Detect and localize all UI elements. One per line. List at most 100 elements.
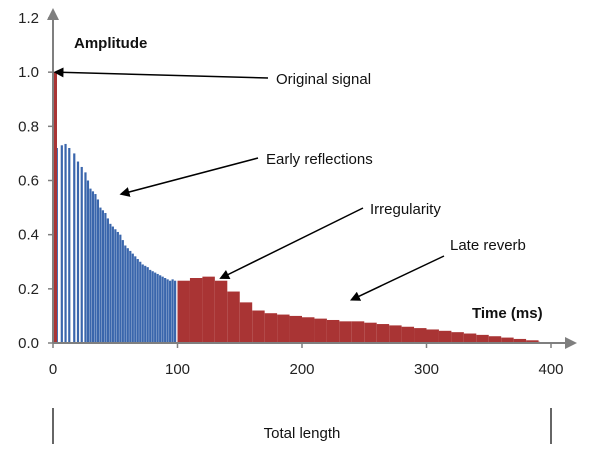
early-reflection-bar	[171, 279, 174, 343]
annotation-original-signal: Original signal	[53, 67, 371, 88]
annotation-late-reverb: Late reverb	[349, 237, 526, 301]
y-tick-label: 1.2	[18, 10, 39, 27]
early-reflection-bar	[156, 273, 159, 343]
early-reflection-bar	[101, 210, 104, 343]
early-reflection-bar	[84, 172, 87, 343]
y-tick-label: 0.6	[18, 173, 39, 190]
late-reverb-bar	[526, 340, 539, 343]
early-reflection-bar	[60, 145, 63, 343]
x-tick-label: 100	[165, 361, 190, 378]
early-reflection-bar	[80, 166, 83, 343]
late-reverb-bar	[302, 317, 315, 343]
y-tick-label: 1.0	[18, 64, 39, 81]
late-reverb-bar	[414, 328, 427, 343]
x-tick-label: 0	[49, 361, 57, 378]
early-reflection-bar	[161, 276, 164, 343]
late-reverb-bar	[501, 337, 514, 343]
late-reverb-bar	[189, 278, 203, 343]
early-reflection-bar	[136, 259, 139, 343]
early-reflection-bar	[129, 250, 132, 343]
early-reflection-bar	[89, 188, 92, 343]
early-reflection-bar	[116, 231, 119, 343]
early-reflection-bars	[55, 143, 177, 343]
late-reverb-bar	[351, 321, 365, 343]
late-reverb-bar	[401, 326, 415, 343]
total-length-label: Total length	[264, 425, 341, 442]
y-tick-label: 0.4	[18, 227, 39, 244]
early-reflection-bar	[149, 269, 152, 343]
early-reflection-bar	[154, 272, 157, 343]
early-reflection-bar	[166, 279, 169, 343]
early-reflection-bar	[96, 199, 100, 343]
early-reflection-bar	[99, 207, 102, 343]
late-reverb-bar	[339, 321, 352, 343]
early-reflection-bar	[109, 223, 112, 343]
x-tick-labels: 0 100 200 300 400	[49, 343, 564, 378]
x-tick-label: 400	[538, 361, 563, 378]
early-reflection-bar	[91, 191, 95, 343]
total-length-bracket: Total length	[52, 408, 552, 444]
annotation-irregularity-text: Irregularity	[370, 201, 441, 218]
late-reverb-bar	[202, 276, 215, 343]
late-reverb-bar	[264, 313, 278, 343]
late-reverb-bar	[488, 336, 502, 343]
annotation-original-signal-arrow	[53, 67, 269, 79]
annotation-early-reflections: Early reflections	[119, 151, 373, 197]
x-tick-label: 300	[414, 361, 439, 378]
annotation-late-reverb-arrow	[349, 255, 445, 301]
late-reverb-bar	[476, 334, 489, 343]
annotation-early-reflections-arrow	[119, 157, 259, 197]
y-tick-label: 0.0	[18, 335, 39, 352]
early-reflection-bar	[131, 253, 134, 343]
x-axis-title: Time (ms)	[472, 305, 543, 322]
early-reflection-bar	[144, 265, 147, 343]
early-reflection-bar	[68, 148, 71, 343]
late-reverb-bar	[239, 302, 253, 343]
annotation-early-reflections-text: Early reflections	[266, 151, 373, 168]
late-reverb-bar	[326, 319, 340, 343]
early-reflection-bar	[124, 245, 127, 343]
late-reverb-bar	[438, 330, 452, 343]
early-reflection-bar	[104, 213, 107, 343]
early-reflection-bar	[141, 264, 144, 343]
early-reflection-bar	[164, 278, 167, 343]
y-tick-labels: 0.0 0.2 0.4 0.6 0.8 1.0 1.2	[18, 10, 53, 352]
early-reflection-bar	[169, 280, 172, 343]
x-tick-label: 200	[289, 361, 314, 378]
early-reflection-bar	[126, 248, 129, 343]
late-reverb-bar	[364, 322, 377, 343]
late-reverb-bar	[426, 329, 439, 343]
early-reflection-bar	[73, 153, 76, 343]
late-reverb-bar	[513, 338, 527, 343]
annotation-late-reverb-text: Late reverb	[450, 237, 526, 254]
late-reverb-bar	[451, 332, 464, 343]
original-signal-bar	[54, 72, 57, 344]
late-reverb-bar	[177, 280, 190, 343]
early-reflection-bar	[139, 261, 142, 343]
late-reverb-bar	[214, 280, 228, 343]
early-reflection-bar	[64, 143, 67, 343]
early-reflection-bar	[174, 280, 177, 343]
early-reflection-bar	[76, 161, 80, 343]
early-reflection-bar	[86, 180, 90, 343]
y-axis-title: Amplitude	[74, 35, 147, 52]
early-reflection-bar	[151, 271, 154, 343]
early-reflection-bar	[146, 267, 149, 343]
annotation-irregularity-arrow	[219, 207, 364, 279]
early-reflection-bar	[119, 234, 122, 343]
late-reverb-bar	[289, 315, 302, 343]
late-reverb-bars	[177, 276, 540, 343]
late-reverb-bar	[277, 314, 290, 343]
early-reflection-bar	[121, 240, 124, 343]
late-reverb-bar	[252, 310, 265, 343]
early-reflection-bar	[106, 218, 109, 343]
early-reflection-bar	[94, 194, 97, 343]
y-tick-label: 0.8	[18, 118, 39, 135]
late-reverb-bar	[314, 318, 327, 343]
early-reflection-bar	[159, 275, 162, 343]
early-reflection-bar	[114, 229, 117, 343]
early-reflection-bar	[134, 256, 137, 343]
late-reverb-bar	[463, 333, 477, 343]
late-reverb-bar	[376, 324, 390, 343]
